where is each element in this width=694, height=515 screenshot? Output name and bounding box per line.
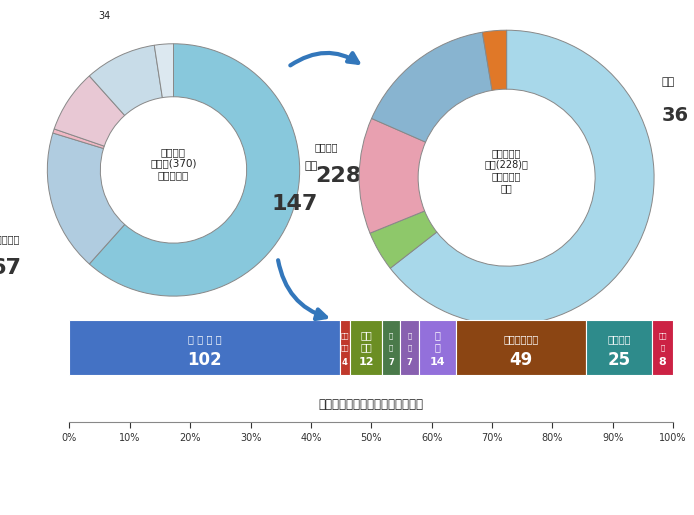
FancyBboxPatch shape bbox=[69, 320, 339, 375]
Text: 14: 14 bbox=[430, 357, 446, 367]
FancyArrowPatch shape bbox=[278, 260, 326, 319]
Text: 25: 25 bbox=[607, 351, 630, 369]
Text: 8: 8 bbox=[659, 357, 666, 367]
Text: 県南: 県南 bbox=[305, 161, 318, 171]
FancyArrowPatch shape bbox=[290, 53, 358, 65]
Wedge shape bbox=[90, 45, 162, 115]
Wedge shape bbox=[390, 30, 654, 325]
Text: 研究実施: 研究実施 bbox=[315, 142, 338, 152]
FancyBboxPatch shape bbox=[652, 320, 673, 375]
Text: 県: 県 bbox=[434, 331, 441, 340]
Text: 校: 校 bbox=[389, 345, 393, 351]
Text: 株 式 会 社: 株 式 会 社 bbox=[187, 335, 221, 345]
Text: 当初名簿
事業所(370)
の回答状況: 当初名簿 事業所(370) の回答状況 bbox=[150, 147, 197, 180]
Text: 7: 7 bbox=[388, 358, 394, 367]
Text: 4: 4 bbox=[342, 358, 348, 367]
Wedge shape bbox=[53, 129, 104, 148]
FancyBboxPatch shape bbox=[382, 320, 400, 375]
Text: 49: 49 bbox=[509, 351, 532, 369]
Text: 県北: 県北 bbox=[661, 77, 675, 87]
Text: 147: 147 bbox=[271, 194, 318, 214]
Wedge shape bbox=[47, 133, 125, 264]
Text: 財団: 財団 bbox=[360, 331, 372, 340]
Text: 国: 国 bbox=[407, 332, 412, 339]
Wedge shape bbox=[54, 76, 125, 146]
FancyBboxPatch shape bbox=[456, 320, 586, 375]
FancyBboxPatch shape bbox=[400, 320, 419, 375]
Text: 7: 7 bbox=[407, 358, 412, 367]
Text: 研究非実施: 研究非実施 bbox=[0, 234, 20, 244]
Wedge shape bbox=[359, 118, 425, 233]
Wedge shape bbox=[154, 44, 174, 98]
Text: 36: 36 bbox=[661, 106, 688, 125]
Text: 会社: 会社 bbox=[341, 345, 349, 351]
Text: 独立行政法人: 独立行政法人 bbox=[503, 335, 539, 345]
Text: 学: 学 bbox=[389, 332, 393, 339]
Text: 102: 102 bbox=[187, 351, 222, 369]
Text: 法人: 法人 bbox=[360, 342, 372, 353]
FancyBboxPatch shape bbox=[339, 320, 350, 375]
Wedge shape bbox=[371, 32, 492, 142]
Wedge shape bbox=[370, 211, 437, 268]
Text: 67: 67 bbox=[0, 259, 22, 279]
Text: 12: 12 bbox=[358, 357, 374, 367]
Text: その: その bbox=[659, 332, 667, 339]
Text: 他: 他 bbox=[661, 345, 665, 351]
Text: 立: 立 bbox=[434, 342, 441, 353]
Text: 有限: 有限 bbox=[341, 332, 349, 339]
Text: 228: 228 bbox=[315, 166, 361, 186]
FancyBboxPatch shape bbox=[586, 320, 652, 375]
Text: 研究実施事業所の経営組織別内訳: 研究実施事業所の経営組織別内訳 bbox=[319, 398, 424, 411]
Text: 34: 34 bbox=[98, 11, 110, 21]
Wedge shape bbox=[482, 30, 507, 91]
Text: 大学関係: 大学関係 bbox=[607, 335, 631, 345]
Text: 立: 立 bbox=[407, 345, 412, 351]
FancyBboxPatch shape bbox=[350, 320, 382, 375]
Wedge shape bbox=[90, 44, 300, 296]
Text: 研究実施事
業所(228)の
所在地域別
内訳: 研究実施事 業所(228)の 所在地域別 内訳 bbox=[484, 148, 529, 193]
FancyBboxPatch shape bbox=[419, 320, 456, 375]
